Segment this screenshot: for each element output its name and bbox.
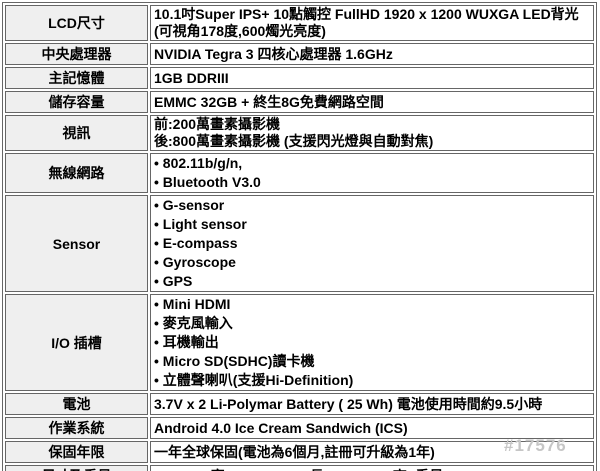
spec-value-line: • 立體聲喇叭(支援Hi-Definition) [154,372,354,388]
spec-value-line: 一年全球保固(電池為6個月,註冊可升級為1年) [154,443,435,460]
spec-label: Sensor [5,195,148,292]
spec-label: 電池 [5,393,148,415]
spec-value-line: 前:200萬畫素攝影機 [154,116,281,132]
spec-table-body: LCD尺寸 10.1吋Super IPS+ 10點觸控 FullHD 1920 x… [5,5,594,471]
spec-row-4: 視訊 前:200萬畫素攝影機 後:800萬畫素攝影機 (支援閃光燈與自動對焦) [5,115,594,151]
spec-value: NVIDIA Tegra 3 四核心處理器 1.6GHz [150,43,594,65]
spec-value-line: • Light sensor [154,216,247,232]
spec-value: Android 4.0 Ice Cream Sandwich (ICS) [150,417,594,439]
spec-value-line: 1GB DDRIII [154,69,229,86]
spec-value-line: • Mini HDMI [154,296,231,312]
spec-value: • 802.11b/g/n, • Bluetooth V3.0 [150,153,594,193]
spec-value-line: • Gyroscope [154,254,236,270]
spec-value-line: NVIDIA Tegra 3 四核心處理器 1.6GHz [154,45,393,62]
spec-value: 3.7V x 2 Li-Polymar Battery ( 25 Wh) 電池使… [150,393,594,415]
spec-label: 儲存容量 [5,91,148,113]
spec-row-6: Sensor • G-sensor • Light sensor • E-compas… [5,195,594,292]
spec-value: 一年全球保固(電池為6個月,註冊可升級為1年) [150,441,594,463]
spec-value: 前:200萬畫素攝影機 後:800萬畫素攝影機 (支援閃光燈與自動對焦) [150,115,594,151]
spec-value-line: • 耳機輸出 [154,334,219,350]
spec-value: 263mm (寬) x 180.8mm(長) x 8.5mm(高) 重量：598… [150,465,594,471]
spec-row-11: 尺寸及重量 263mm (寬) x 180.8mm(長) x 8.5mm(高) 重… [5,465,594,471]
spec-row-2: 主記憶體 1GB DDRIII [5,67,594,89]
spec-row-9: 作業系統 Android 4.0 Ice Cream Sandwich (ICS) [5,417,594,439]
spec-label: 作業系統 [5,417,148,439]
spec-label: 中央處理器 [5,43,148,65]
spec-value: • G-sensor • Light sensor • E-compass • Gyr… [150,195,594,292]
spec-label: LCD尺寸 [5,5,148,41]
spec-row-0: LCD尺寸 10.1吋Super IPS+ 10點觸控 FullHD 1920 x… [5,5,594,41]
spec-value-line: 後:800萬畫素攝影機 (支援閃光燈與自動對焦) [154,133,434,149]
spec-label: I/O 插槽 [5,294,148,391]
spec-row-1: 中央處理器 NVIDIA Tegra 3 四核心處理器 1.6GHz [5,43,594,65]
spec-value-line: Android 4.0 Ice Cream Sandwich (ICS) [154,419,408,436]
spec-value-line: 3.7V x 2 Li-Polymar Battery ( 25 Wh) 電池使… [154,395,543,412]
spec-value: EMMC 32GB + 終生8G免費網路空間 [150,91,594,113]
spec-value-line: • Micro SD(SDHC)讀卡機 [154,353,315,369]
spec-value-line: • GPS [154,273,193,289]
spec-value-line: • G-sensor [154,197,225,213]
spec-label: 視訊 [5,115,148,151]
spec-value-line: • E-compass [154,235,238,251]
spec-value: • Mini HDMI • 麥克風輸入 • 耳機輸出 • Micro SD(SDHC)… [150,294,594,391]
spec-label: 尺寸及重量 [5,465,148,471]
spec-label: 保固年限 [5,441,148,463]
spec-value-line: 263mm (寬) x 180.8mm(長) x 8.5mm(高) 重量：598… [154,468,590,471]
spec-value: 10.1吋Super IPS+ 10點觸控 FullHD 1920 x 1200… [150,5,594,41]
spec-row-10: 保固年限 一年全球保固(電池為6個月,註冊可升級為1年) [5,441,594,463]
spec-value-line: (可視角178度,600燭光亮度) [154,23,326,39]
spec-row-8: 電池 3.7V x 2 Li-Polymar Battery ( 25 Wh) 電… [5,393,594,415]
spec-value: 1GB DDRIII [150,67,594,89]
spec-value-line: EMMC 32GB + 終生8G免費網路空間 [154,93,384,110]
spec-row-7: I/O 插槽 • Mini HDMI • 麥克風輸入 • 耳機輸出 • Micro SD… [5,294,594,391]
spec-label: 無線網路 [5,153,148,193]
spec-value-line: 10.1吋Super IPS+ 10點觸控 FullHD 1920 x 1200… [154,6,579,22]
spec-label: 主記憶體 [5,67,148,89]
spec-row-3: 儲存容量 EMMC 32GB + 終生8G免費網路空間 [5,91,594,113]
spec-value-line: • 麥克風輸入 [154,315,233,331]
spec-value-line: • 802.11b/g/n, [154,155,243,171]
spec-row-5: 無線網路 • 802.11b/g/n, • Bluetooth V3.0 [5,153,594,193]
spec-value-line: • Bluetooth V3.0 [154,174,261,190]
